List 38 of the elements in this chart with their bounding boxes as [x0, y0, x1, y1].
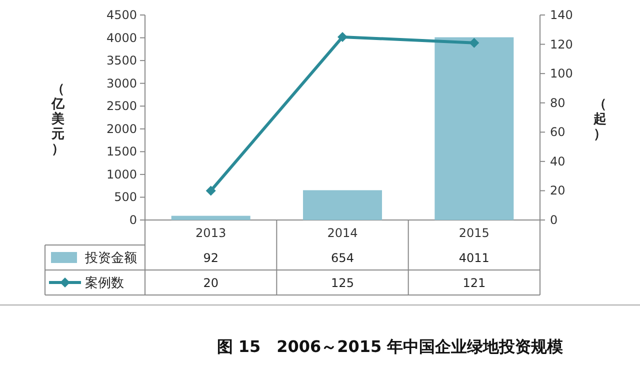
y-tick-label: 0 [129, 213, 137, 227]
data-label: 20 [203, 276, 218, 290]
y-tick-label: 4500 [106, 8, 137, 22]
y-tick-label: 500 [114, 190, 137, 204]
y2-axis-title: （起） [592, 97, 606, 142]
y2-tick-label: 60 [550, 125, 566, 140]
y2-tick-label: 120 [550, 37, 573, 52]
bar [434, 37, 514, 220]
x-tick-label: 2015 [458, 226, 490, 240]
point [338, 32, 348, 42]
data-label: 121 [462, 276, 486, 290]
data-label: 654 [331, 251, 354, 265]
x-tick-label: 2013 [196, 226, 226, 240]
bar [171, 216, 250, 220]
y-tick-label: 1000 [106, 167, 137, 182]
text: 图 15 2006～2015 年中国企业绿地投资规模 [216, 337, 564, 356]
data-label: 125 [331, 276, 354, 290]
bar [303, 190, 382, 220]
y2-tick-label: 20 [550, 184, 566, 198]
point [469, 38, 480, 48]
data-label: 92 [203, 251, 218, 265]
y2-tick-label: 140 [550, 8, 573, 22]
x-tick-label: 2014 [327, 226, 358, 240]
y2-tick-label: 40 [550, 154, 566, 168]
y-tick-label: 1500 [106, 144, 137, 159]
y2-tick-label: 100 [550, 66, 573, 81]
y-tick-label: 2000 [106, 122, 137, 136]
y-tick-label: 3000 [106, 76, 137, 90]
y-tick-label: 2500 [106, 99, 137, 114]
y2-tick-label: 0 [550, 213, 558, 227]
legend-label: 案例数 [85, 275, 124, 291]
y-tick-label: 4000 [106, 30, 137, 45]
y2-tick-label: 80 [550, 96, 566, 110]
point [206, 186, 216, 196]
y-tick-label: 3500 [106, 54, 137, 68]
legend-label: 投资金额 [84, 251, 137, 266]
y-axis-title: （亿美元） [50, 82, 66, 157]
data-label: 4011 [458, 251, 490, 265]
